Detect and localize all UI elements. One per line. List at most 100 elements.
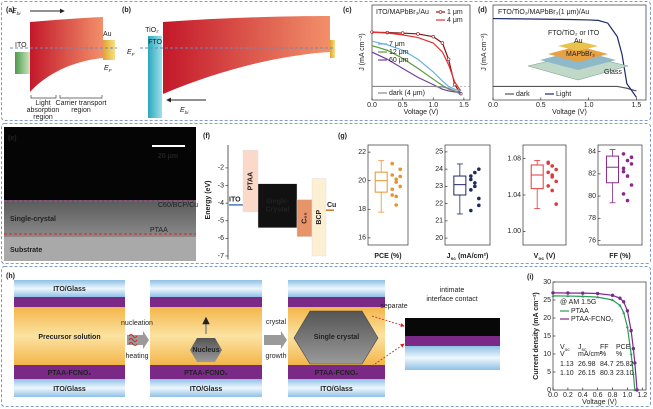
point xyxy=(629,162,634,166)
stage-label: Nucleus xyxy=(192,347,219,354)
table-header: PCE xyxy=(616,344,631,351)
point xyxy=(394,180,399,184)
point xyxy=(625,198,630,203)
point xyxy=(390,173,395,177)
y-tick-label: 0 xyxy=(547,387,551,394)
htl-band xyxy=(405,336,500,346)
panel-label: (a) xyxy=(6,7,15,14)
layer-label: PTAA-FCNO₂ xyxy=(315,370,359,377)
panel-label: (d) xyxy=(478,7,487,14)
legend-label: dark xyxy=(516,91,530,98)
inset-label: Au xyxy=(574,38,583,45)
box xyxy=(453,175,467,196)
x-tick-label: 0.5 xyxy=(536,102,546,109)
fermi-label: EF xyxy=(104,65,113,74)
x-axis-label-part: V xyxy=(534,253,539,260)
y-tick-label: 15 xyxy=(543,333,551,340)
point xyxy=(625,174,630,178)
level-label: BCP xyxy=(316,210,323,225)
layer-label: ITO/Glass xyxy=(53,286,86,293)
point xyxy=(621,300,626,304)
y-tick-label: 18 xyxy=(358,206,366,213)
y-axis-label: Current density (mA cm⁻²) xyxy=(533,292,540,379)
point xyxy=(595,291,600,296)
series-line xyxy=(371,51,461,94)
fermi-label-part: F xyxy=(132,52,136,58)
layer-label: Single-crystal xyxy=(10,216,56,223)
frame xyxy=(1,123,651,264)
table-header: Voc xyxy=(560,344,570,353)
x-tick-label: 1.0 xyxy=(428,102,438,109)
y-tick-label: 5 xyxy=(547,369,551,376)
legend-label: dark (4 μm) xyxy=(389,90,425,97)
y-tick-label: 1.00 xyxy=(507,228,521,235)
table-cell: 23.10 xyxy=(616,370,634,377)
point xyxy=(629,328,633,333)
y-tick-label: -2 xyxy=(218,165,224,172)
glass-band xyxy=(14,280,125,297)
x-tick-label: 0.8 xyxy=(608,392,618,399)
y-tick-label: 1.08 xyxy=(507,155,521,162)
frame xyxy=(1,266,651,407)
level-label: PTAA xyxy=(247,172,254,191)
y-axis-label: J (mA cm⁻²) xyxy=(481,33,488,71)
level-label: C₆₀ xyxy=(301,212,308,223)
panel-a-art xyxy=(10,8,117,99)
layer-label: ITO/Glass xyxy=(53,386,86,393)
y-tick-label: 10 xyxy=(543,351,551,358)
point xyxy=(581,291,585,295)
x-axis-label: Voltage (V) xyxy=(582,399,617,406)
point xyxy=(554,167,558,172)
caption: interface contact xyxy=(426,296,477,303)
y-tick-label: 25 xyxy=(435,149,443,156)
point xyxy=(618,303,622,307)
stage-label: Single crystal xyxy=(314,334,360,341)
scale-label: 20 μm xyxy=(158,153,178,160)
x-axis-label-part: (V) xyxy=(544,253,555,260)
y-tick-label: 30 xyxy=(543,279,551,286)
layer-label: TiO₂ xyxy=(145,27,159,34)
panel-label: (b) xyxy=(122,7,131,14)
series-line xyxy=(371,40,461,92)
table-header: % xyxy=(600,351,606,358)
panel-label: (i) xyxy=(527,274,534,281)
point xyxy=(398,174,403,179)
x-axis-label: FF (%) xyxy=(609,253,630,260)
electrode-label: ITO xyxy=(15,42,27,49)
field-label-part: bi xyxy=(17,11,22,17)
y-tick-label: 84 xyxy=(588,149,596,156)
point xyxy=(473,181,477,185)
x-tick-label: 1.2 xyxy=(637,392,647,399)
y-tick-label: 76 xyxy=(588,237,596,244)
process-label: crystal xyxy=(266,319,287,326)
series-line xyxy=(371,31,462,92)
legend-label: 1 μm xyxy=(447,9,463,16)
x-axis-label: Voltage (V) xyxy=(404,109,439,116)
point xyxy=(621,152,626,156)
heat-icon xyxy=(128,334,138,346)
glass-band xyxy=(14,379,125,397)
series-line xyxy=(492,17,637,98)
legend-marker xyxy=(438,10,443,14)
point xyxy=(554,179,558,184)
y-tick-label: 24 xyxy=(435,166,443,173)
point xyxy=(440,41,445,45)
point xyxy=(416,32,420,36)
point xyxy=(431,34,435,39)
legend-title: @ AM 1.5G xyxy=(560,299,596,306)
layer-label: ITO/Glass xyxy=(320,386,353,393)
region-label: Carrier transport xyxy=(56,100,107,107)
chart-title: FTO/TiO₂/MAPbBr₃(1 μm)/Au xyxy=(498,9,589,16)
point xyxy=(477,167,481,171)
chart-title: ITO/MAPbBr₃/Au xyxy=(376,9,429,16)
htl-band xyxy=(14,297,125,307)
point xyxy=(398,184,403,189)
point xyxy=(446,57,451,61)
stage-label: Precursor solution xyxy=(38,334,100,341)
x-tick-label: 0.5 xyxy=(398,102,408,109)
point xyxy=(550,188,554,193)
point xyxy=(477,196,481,201)
point xyxy=(550,164,554,168)
